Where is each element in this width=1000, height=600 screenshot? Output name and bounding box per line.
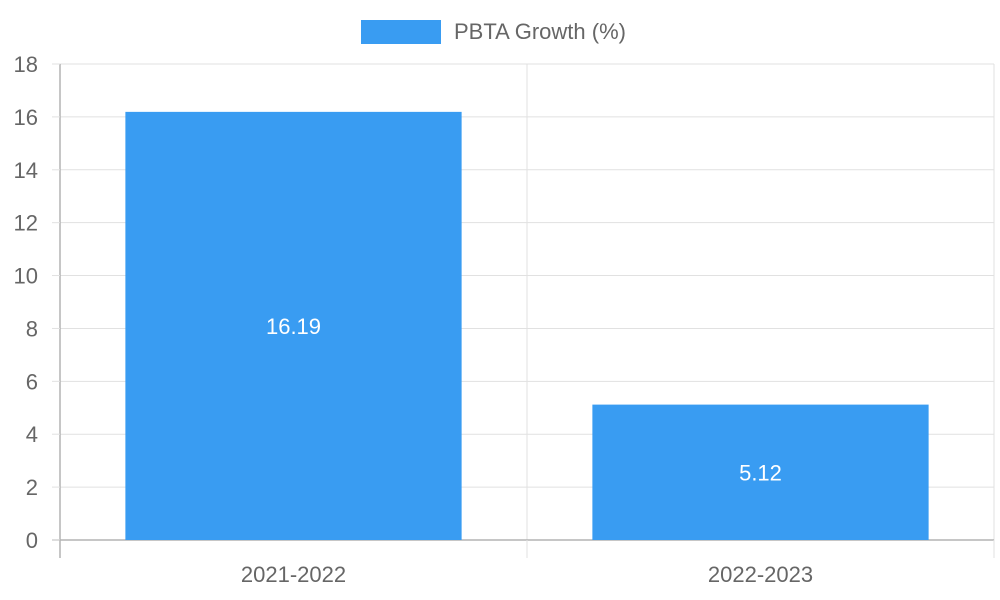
y-tick-label: 16 (14, 105, 38, 130)
bar-2022-2023[interactable] (592, 404, 929, 540)
x-axis-ticks: 2021-2022 2022-2023 (59, 540, 995, 587)
x-tick-label: 2022-2023 (708, 562, 813, 587)
legend-label: PBTA Growth (%) (454, 19, 626, 44)
y-tick-label: 2 (26, 475, 38, 500)
x-tick-label: 2021-2022 (241, 562, 346, 587)
bar-value-label: 16.19 (266, 314, 321, 339)
data-labels: 16.19 5.12 (266, 314, 782, 485)
y-tick-label: 6 (26, 369, 38, 394)
bar-2021-2022[interactable] (125, 111, 462, 540)
y-tick-label: 8 (26, 316, 38, 341)
y-tick-label: 14 (14, 158, 38, 183)
y-tick-label: 10 (14, 264, 38, 289)
legend[interactable]: PBTA Growth (%) (361, 19, 626, 44)
y-tick-label: 12 (14, 211, 38, 236)
y-tick-label: 0 (26, 528, 38, 553)
y-tick-label: 18 (14, 52, 38, 77)
y-tick-label: 4 (26, 422, 38, 447)
bar-value-label: 5.12 (739, 460, 782, 485)
legend-swatch (361, 20, 441, 44)
bars (125, 111, 929, 540)
y-axis-ticks: 0 2 4 6 8 10 12 14 16 18 (14, 52, 60, 553)
